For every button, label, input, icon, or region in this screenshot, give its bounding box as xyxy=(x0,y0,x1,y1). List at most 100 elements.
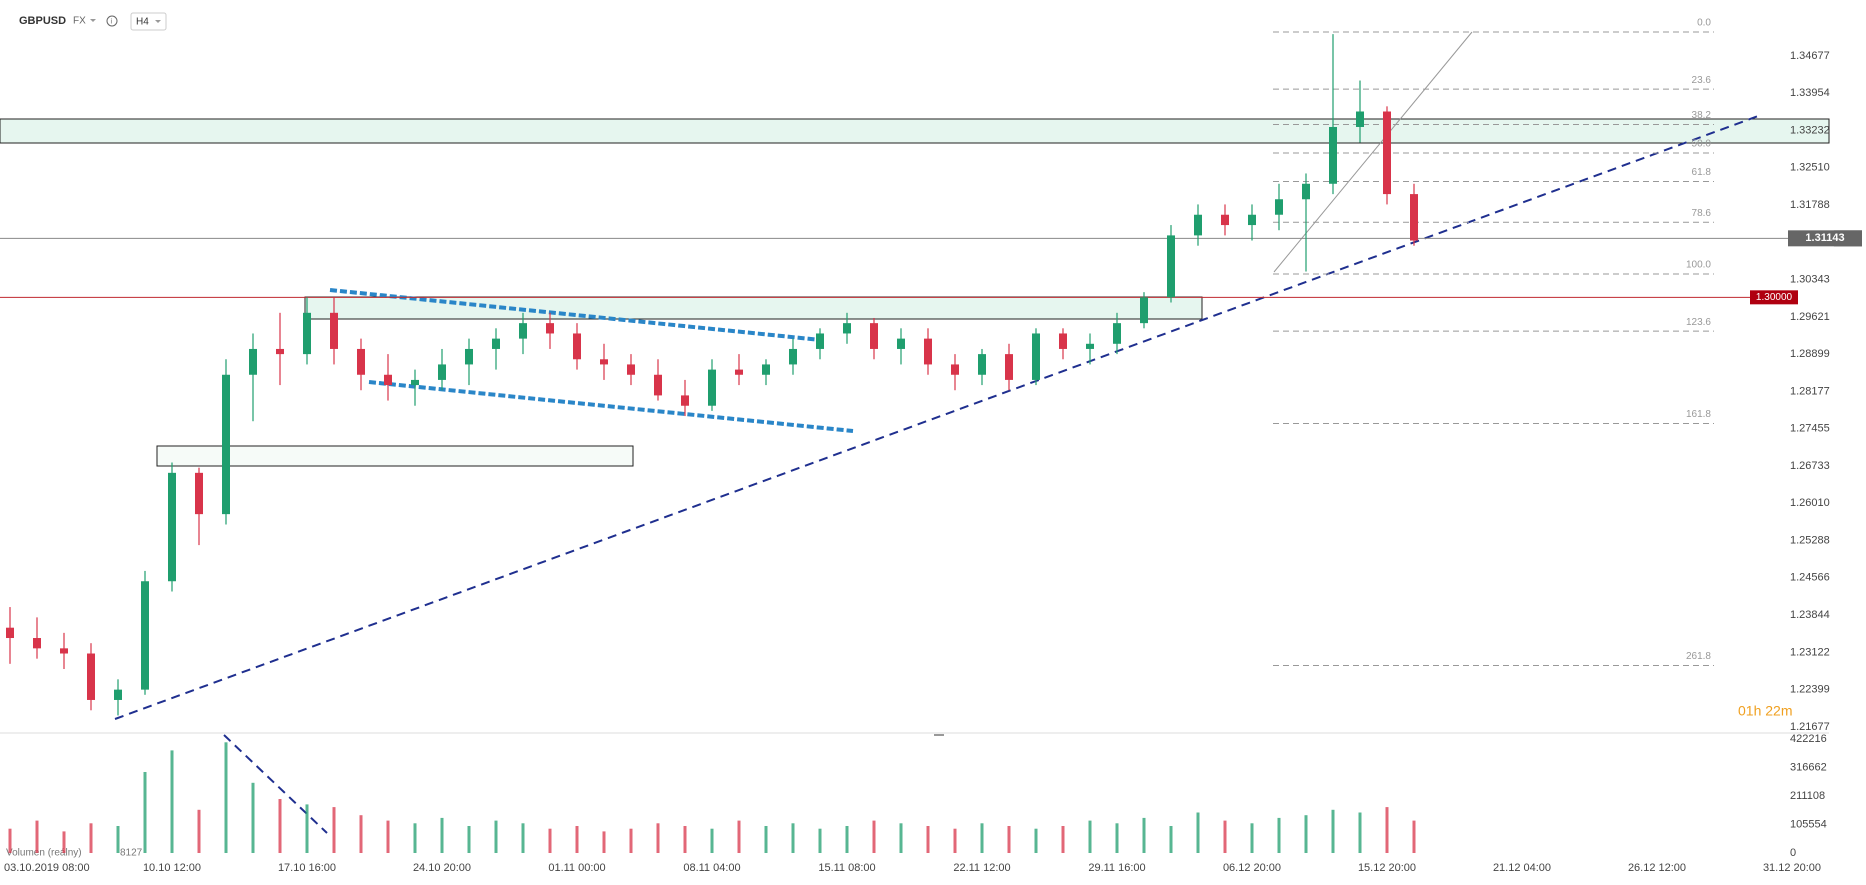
fib-label: 161.8 xyxy=(1686,409,1711,420)
candle-body xyxy=(1032,333,1040,380)
candle-body xyxy=(762,364,770,375)
volume-bar xyxy=(1412,820,1416,853)
volume-bar xyxy=(1196,812,1200,853)
volume-bar xyxy=(1304,815,1308,853)
candle-body xyxy=(600,359,608,365)
volume-trendline xyxy=(223,734,328,834)
y-tick-label: 1.26733 xyxy=(1790,460,1830,472)
candle-body xyxy=(654,374,662,396)
candle-body xyxy=(33,638,41,649)
volume-bar xyxy=(1007,825,1011,853)
candle-body xyxy=(114,689,122,700)
candle-body xyxy=(735,369,743,375)
volume-bar xyxy=(710,828,714,853)
volume-bar xyxy=(521,823,525,853)
volume-bar xyxy=(764,825,768,853)
dropdown-arrow xyxy=(155,20,161,23)
fib-diagonal xyxy=(1273,31,1473,273)
y-tick-label: 1.31788 xyxy=(1790,199,1830,211)
x-tick-label: 10.10 12:00 xyxy=(143,862,201,874)
volume-tick-label: 105554 xyxy=(1790,818,1827,830)
fib-label: 61.8 xyxy=(1692,167,1712,178)
x-tick-label: 15.12 20:00 xyxy=(1358,862,1416,874)
candle-body xyxy=(681,395,689,406)
volume-bar xyxy=(656,823,660,853)
candle-body xyxy=(1167,235,1175,298)
volume-bar xyxy=(170,750,174,853)
volume-tick-label: 422216 xyxy=(1790,733,1827,745)
volume-bar xyxy=(1331,809,1335,853)
symbol: GBPUSD xyxy=(19,15,66,27)
volume-bar xyxy=(467,825,471,853)
candle-body xyxy=(870,323,878,349)
x-tick-label: 03.10.2019 08:00 xyxy=(4,862,90,874)
x-tick-label: 31.12 20:00 xyxy=(1763,862,1821,874)
volume-bar xyxy=(1034,828,1038,853)
volume-bar xyxy=(413,823,417,853)
y-tick-label: 1.28899 xyxy=(1790,348,1830,360)
volume-bar xyxy=(926,825,930,853)
volume-bar xyxy=(791,823,795,853)
candle-body xyxy=(978,354,986,375)
volume-bar xyxy=(953,828,957,853)
resistance-zone xyxy=(0,118,1830,144)
volume-bar xyxy=(386,820,390,853)
market: FX xyxy=(73,16,86,27)
y-tick-label: 1.32510 xyxy=(1790,162,1830,174)
y-tick-label: 1.21677 xyxy=(1790,721,1830,733)
x-tick-label: 15.11 08:00 xyxy=(818,862,875,874)
candle-body xyxy=(276,348,284,355)
countdown: 01h 22m xyxy=(1738,703,1792,719)
candle-body xyxy=(1140,297,1148,324)
volume-bar xyxy=(251,782,255,853)
volume-bar xyxy=(359,815,363,853)
volume-bar xyxy=(494,820,498,853)
volume-bar xyxy=(1169,825,1173,853)
candle-body xyxy=(951,364,959,375)
volume-tick-label: 211108 xyxy=(1790,790,1825,802)
candle-body xyxy=(627,364,635,375)
y-tick-label: 1.25288 xyxy=(1790,534,1830,546)
volume-bar xyxy=(1385,807,1389,853)
support-box xyxy=(156,445,634,467)
volume-bar xyxy=(818,828,822,853)
dropdown-arrow[interactable] xyxy=(90,19,96,22)
info-icon[interactable] xyxy=(106,15,118,27)
timeframe-select[interactable] xyxy=(130,12,167,31)
volume-bar xyxy=(548,828,552,853)
volume-bar xyxy=(845,825,849,853)
y-tick-label: 1.34677 xyxy=(1790,50,1830,62)
volume-last: 8127 xyxy=(120,848,143,859)
candle-body xyxy=(1275,199,1283,215)
y-tick-label: 1.24566 xyxy=(1790,572,1830,584)
candle-body xyxy=(1059,333,1067,349)
x-tick-label: 08.11 04:00 xyxy=(683,862,740,874)
volume-bar xyxy=(980,823,984,853)
volume-bar xyxy=(35,820,39,853)
candle-body xyxy=(1221,214,1229,226)
level-label: 1.30000 xyxy=(1756,292,1793,303)
candle-body xyxy=(222,374,230,515)
candle-body xyxy=(573,333,581,360)
candle-body xyxy=(1410,194,1418,241)
y-tick-label: 1.30343 xyxy=(1790,274,1830,286)
fib-label: 78.6 xyxy=(1692,208,1712,219)
volume-bar xyxy=(197,809,201,853)
volume-tick-label: 0 xyxy=(1790,847,1796,859)
channel-line xyxy=(368,380,854,433)
fib-label: 38.2 xyxy=(1692,110,1712,121)
x-tick-label: 01.11 00:00 xyxy=(548,862,605,874)
volume-bar xyxy=(440,817,444,853)
level-box xyxy=(1750,290,1798,305)
candle-body xyxy=(438,364,446,380)
y-tick-label: 1.33232 xyxy=(1790,124,1830,136)
candle-body xyxy=(1383,111,1391,195)
volume-bar xyxy=(872,820,876,853)
candle-body xyxy=(357,348,365,375)
candle-body xyxy=(384,374,392,386)
candle-body xyxy=(60,648,68,654)
volume-bar xyxy=(8,828,12,853)
volume-tick-label: 316662 xyxy=(1790,761,1827,773)
x-tick-label: 24.10 20:00 xyxy=(413,862,471,874)
